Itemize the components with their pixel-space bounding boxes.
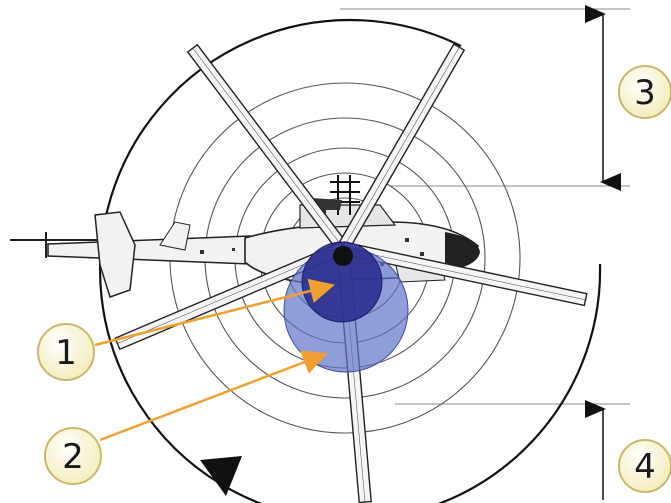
helicopter-top-view-icon (10, 175, 480, 298)
svg-text:4: 4 (634, 447, 656, 487)
callout-1-arrow (94, 278, 335, 347)
callout-3: 3 (618, 65, 671, 119)
svg-text:2: 2 (62, 437, 84, 477)
rotation-direction-arrow-icon (200, 456, 242, 496)
main-rotor-blades (114, 43, 588, 503)
callout-2-arrow (99, 350, 328, 442)
rotor-blade (186, 43, 349, 253)
svg-text:3: 3 (634, 73, 656, 113)
svg-text:1: 1 (55, 333, 77, 373)
rotor-hub (333, 246, 353, 266)
rotor-blade (336, 43, 466, 252)
callout-2: 2 (44, 427, 102, 485)
rotor-disc-outline (99, 18, 602, 503)
callout-4: 4 (618, 439, 671, 493)
callout-1: 1 (37, 323, 95, 381)
